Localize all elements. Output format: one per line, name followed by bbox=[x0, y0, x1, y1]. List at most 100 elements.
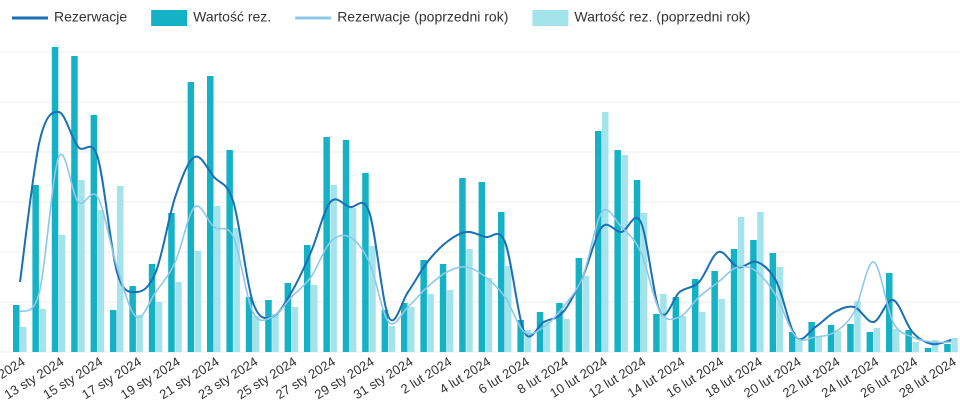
legend-label: Rezerwacje bbox=[54, 9, 127, 25]
bar bbox=[90, 115, 98, 352]
bar bbox=[408, 307, 415, 352]
bar bbox=[446, 290, 454, 352]
bar bbox=[951, 338, 958, 352]
bar bbox=[498, 212, 505, 352]
bar bbox=[692, 279, 699, 352]
legend-label: Rezerwacje (poprzedni rok) bbox=[337, 9, 508, 25]
bar bbox=[660, 294, 667, 352]
bar bbox=[847, 324, 854, 352]
bar bbox=[595, 131, 602, 352]
bar bbox=[427, 294, 434, 352]
bar bbox=[265, 300, 272, 352]
bar bbox=[439, 264, 447, 352]
bar bbox=[459, 178, 466, 352]
bar bbox=[556, 303, 563, 352]
line bbox=[19, 110, 952, 346]
bar bbox=[117, 186, 124, 352]
bar bbox=[931, 340, 939, 352]
bar bbox=[304, 245, 311, 352]
bar bbox=[808, 322, 815, 352]
bar bbox=[97, 210, 105, 352]
bar bbox=[330, 185, 337, 352]
bar bbox=[536, 312, 544, 352]
bar bbox=[207, 76, 214, 352]
legend-swatch bbox=[151, 10, 188, 26]
bar bbox=[168, 213, 175, 352]
bar bbox=[349, 208, 357, 352]
bar bbox=[614, 150, 621, 352]
legend: Rezerwacje Wartość rez. Rezerwacje (poprze… bbox=[12, 9, 750, 26]
bar bbox=[905, 330, 912, 352]
bar bbox=[543, 322, 551, 352]
bar bbox=[602, 112, 609, 352]
bar bbox=[342, 140, 350, 352]
bar bbox=[388, 326, 396, 352]
bar bbox=[311, 285, 318, 352]
bar bbox=[757, 212, 764, 352]
bar bbox=[711, 271, 718, 352]
bar bbox=[815, 336, 822, 352]
bar bbox=[893, 329, 900, 352]
bar bbox=[524, 330, 531, 352]
bar bbox=[214, 206, 221, 352]
bar bbox=[750, 240, 757, 352]
bar bbox=[381, 310, 389, 352]
bar bbox=[401, 303, 408, 352]
bar bbox=[679, 316, 687, 352]
bar bbox=[272, 314, 279, 352]
bar bbox=[912, 342, 919, 352]
bar bbox=[873, 328, 881, 352]
bar bbox=[834, 331, 842, 352]
bar bbox=[155, 302, 163, 352]
bar bbox=[420, 260, 427, 352]
bar bbox=[323, 137, 330, 352]
bar bbox=[718, 299, 725, 352]
legend-label: Wartość rez. bbox=[193, 9, 271, 25]
legend-label: Wartość rez. (poprzedni rok) bbox=[574, 9, 750, 25]
bar bbox=[148, 264, 156, 352]
bar bbox=[175, 282, 182, 352]
bar bbox=[71, 56, 78, 352]
bar bbox=[924, 348, 932, 352]
bar bbox=[78, 180, 85, 352]
bar bbox=[32, 185, 39, 352]
bar bbox=[110, 310, 117, 352]
bar bbox=[20, 327, 27, 352]
bar bbox=[653, 314, 660, 352]
bar bbox=[633, 180, 641, 352]
bar bbox=[226, 150, 233, 352]
bar bbox=[369, 246, 376, 352]
bar bbox=[789, 332, 796, 352]
bar bbox=[129, 286, 136, 352]
bar bbox=[13, 305, 20, 352]
bar bbox=[58, 235, 66, 352]
bar bbox=[233, 228, 240, 352]
bar bbox=[252, 316, 260, 352]
bar bbox=[776, 267, 784, 352]
bar bbox=[194, 251, 202, 352]
bar bbox=[737, 217, 745, 352]
bar bbox=[39, 309, 46, 352]
bar bbox=[621, 155, 628, 352]
legend-swatch bbox=[532, 10, 569, 26]
bar bbox=[769, 253, 777, 352]
bar bbox=[245, 297, 253, 352]
bar bbox=[672, 297, 680, 352]
line bbox=[19, 153, 952, 344]
bar bbox=[517, 320, 524, 352]
bar bbox=[699, 312, 706, 352]
bar bbox=[505, 266, 512, 352]
bar bbox=[485, 278, 493, 352]
bar bbox=[730, 249, 738, 352]
bar bbox=[944, 344, 951, 352]
bar bbox=[362, 173, 369, 352]
bar bbox=[136, 315, 143, 352]
bar bbox=[466, 249, 473, 352]
bar bbox=[640, 213, 648, 352]
bar bbox=[51, 47, 59, 352]
bar bbox=[187, 82, 195, 352]
bar bbox=[582, 276, 590, 352]
bar bbox=[854, 301, 861, 352]
bar bbox=[827, 325, 835, 352]
